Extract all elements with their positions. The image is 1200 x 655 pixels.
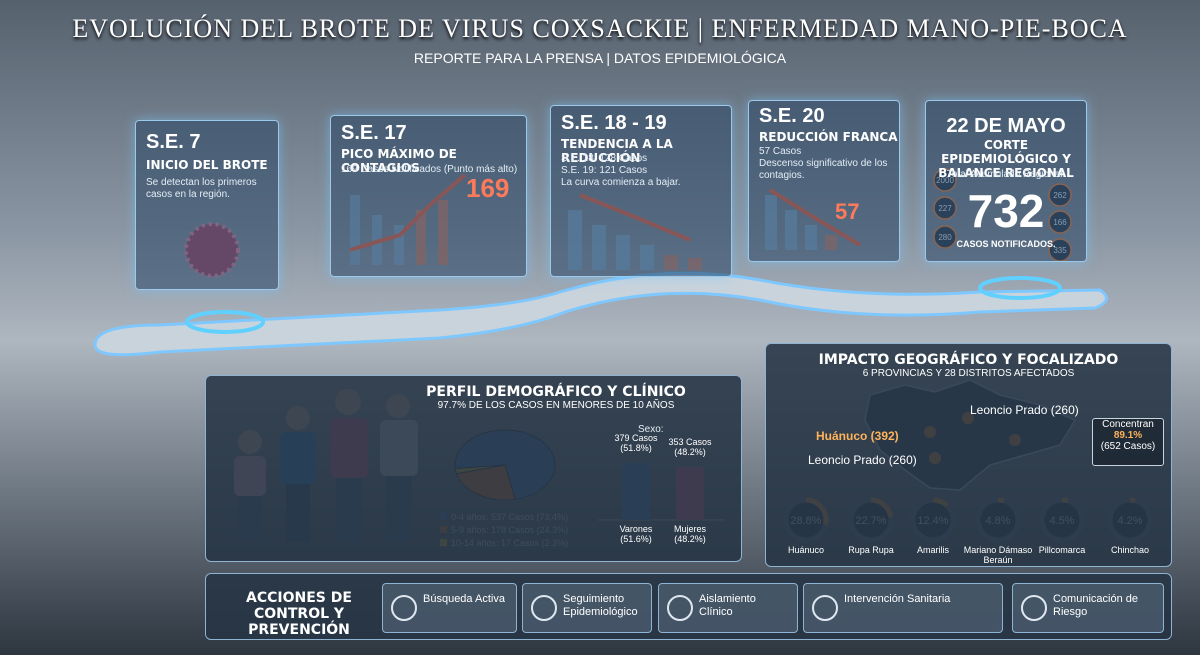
panel-subtitle: 6 PROVINCIAS Y 28 DISTRITOS AFECTADOS (862, 368, 1075, 379)
donut-category: Pillcomarca (1038, 545, 1086, 555)
action-icon (812, 595, 838, 621)
card-label: S.E. 18 - 19 (561, 112, 667, 134)
card-text: S.E. 18: 128 Casos (561, 153, 648, 164)
card-text: 169 Casos Notificados (Punto más alto) (341, 164, 518, 175)
sex-value-label: 353 Casos (48.2%) (668, 437, 712, 458)
card-caption: CASOS NOTIFICADOS. (956, 239, 1056, 249)
donut-category: Chinchao (1110, 545, 1150, 555)
card-big: 57 (835, 199, 860, 224)
note-box: Concentran 89.1% (652 Casos) (1092, 418, 1164, 466)
demographic-panel: PERFIL DEMOGRÁFICO Y CLÍNICO 97.7% DE LO… (205, 375, 742, 562)
card-heading: CORTE EPIDEMIOLÓGICO Y BALANCE REGIONAL (938, 138, 1074, 180)
platform (185, 310, 265, 334)
timeline-card: S.E. 17 PICO MÁXIMO DE CONTAGIOS 169 Cas… (330, 115, 527, 277)
card-text: Descenso significativo de los contagios. (759, 158, 888, 181)
action-item: Intervención Sanitaria (803, 583, 1003, 633)
note-text: Concentran (1102, 419, 1154, 430)
sex-value-label: 379 Casos (51.8%) (614, 433, 658, 454)
card-text: La curva comienza a bajar. (561, 177, 681, 188)
action-icon (531, 595, 557, 621)
panel-title: IMPACTO GEOGRÁFICO Y FOCALIZADO (818, 352, 1119, 368)
card-label: S.E. 17 (341, 122, 407, 144)
donut-category: Rupa Rupa (848, 545, 894, 555)
timeline-track (93, 271, 1108, 357)
map-label: Huánuco (392) (816, 429, 899, 443)
card-label: S.E. 7 (146, 131, 201, 153)
action-icon (1021, 595, 1047, 621)
card-text: S.E. 19: 121 Casos (561, 165, 648, 176)
action-label: Seguimiento Epidemiológico (563, 593, 638, 618)
card-text: Se detectan los primeros casos en la reg… (146, 177, 257, 200)
action-item: Seguimiento Epidemiológico (522, 583, 652, 633)
card-label: S.E. 20 (759, 105, 825, 127)
sex-title: Sexo: (638, 424, 664, 435)
action-item: Aislamiento Clínico (658, 583, 798, 633)
actions-title: ACCIONES DE CONTROL Y PREVENCIÓN (246, 590, 352, 639)
action-label: Intervención Sanitaria (844, 593, 951, 605)
subtitle: REPORTE PARA LA PRENSA | DATOS EPIDEMIOL… (413, 50, 787, 66)
panel-title: PERFIL DEMOGRÁFICO Y CLÍNICO (426, 384, 686, 400)
donut-category: Amarilis (916, 545, 949, 555)
action-label: Búsqueda Activa (423, 593, 505, 605)
card-big: 732 (967, 185, 1045, 237)
card-text: Total Acumulado Regional: (946, 169, 1066, 180)
action-icon (667, 595, 693, 621)
card-big: 169 (466, 173, 510, 203)
card-heading: INICIO DEL BROTE (146, 158, 268, 172)
card-heading: REDUCCIÓN FRANCA (759, 130, 898, 144)
platform (978, 276, 1062, 300)
timeline-card: S.E. 20 REDUCCIÓN FRANCA 57 Casos Descen… (748, 100, 900, 262)
donut-category: Mariano Dámaso Beraún (963, 545, 1033, 566)
action-item: Búsqueda Activa (382, 583, 517, 633)
geo-panel: IMPACTO GEOGRÁFICO Y FOCALIZADO 6 PROVIN… (765, 343, 1172, 567)
note-text: (652 Casos) (1100, 441, 1156, 452)
card-text: 57 Casos (759, 146, 802, 157)
note-text: 89.1% (1113, 430, 1143, 441)
card-heading: TENDENCIA A LA REDUCCIÓN (561, 137, 673, 165)
timeline-card: S.E. 18 - 19 TENDENCIA A LA REDUCCIÓN S.… (550, 105, 732, 277)
timeline-card: 22 DE MAYO CORTE EPIDEMIOLÓGICO Y BALANC… (925, 100, 1087, 262)
action-item: Comunicación de Riesgo (1012, 583, 1164, 633)
panel-subtitle: 97.7% DE LOS CASOS EN MENORES DE 10 AÑOS (437, 400, 675, 411)
title: EVOLUCIÓN DEL BROTE DE VIRUS COXSACKIE |… (72, 14, 1128, 43)
card-label: 22 DE MAYO (946, 115, 1066, 137)
action-icon (391, 595, 417, 621)
action-label: Comunicación de Riesgo (1053, 593, 1138, 618)
card-heading: PICO MÁXIMO DE CONTAGIOS (341, 147, 457, 175)
sex-category: Mujeres (48.2%) (673, 524, 706, 545)
map-label: Leoncio Prado (260) (808, 453, 917, 467)
map-label: Leoncio Prado (260) (970, 403, 1079, 417)
timeline-card: S.E. 7 INICIO DEL BROTE Se detectan los … (135, 120, 279, 290)
action-label: Aislamiento Clínico (699, 593, 756, 618)
donut-category: Huánuco (787, 545, 825, 555)
sex-category: Varones (51.6%) (619, 524, 653, 545)
